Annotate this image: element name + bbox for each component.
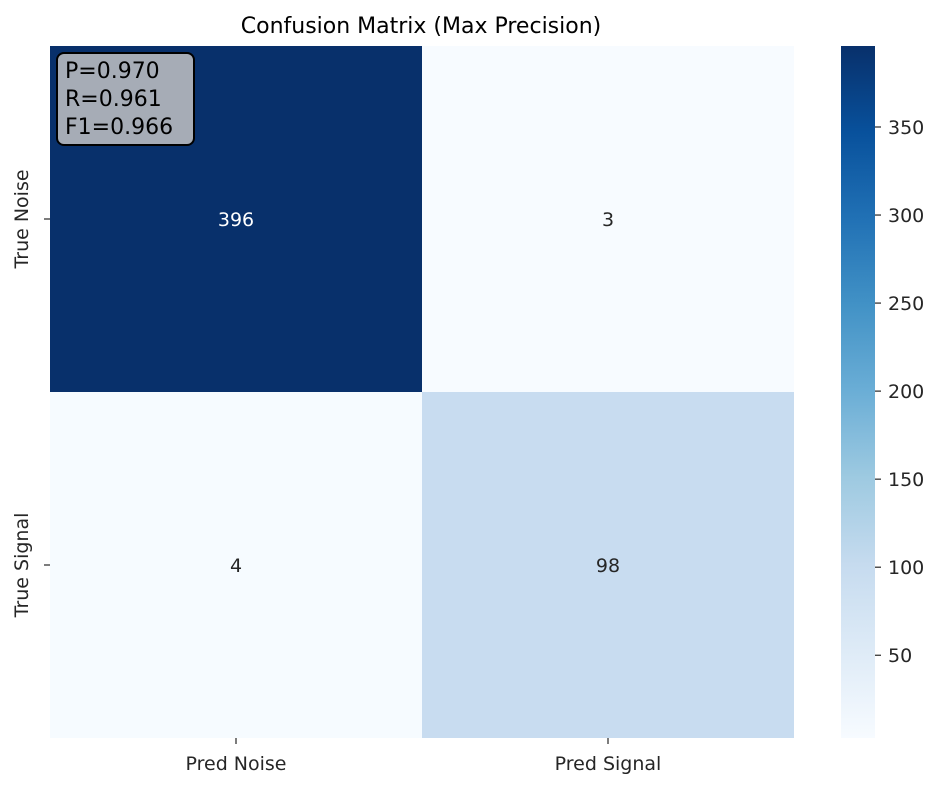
colorbar-ticks: 50 100 150 200 250 300 350 <box>875 117 924 667</box>
cell-value-label: 3 <box>602 209 614 231</box>
colorbar-tick-label: 250 <box>888 293 924 315</box>
x-tick-label: Pred Signal <box>555 753 662 775</box>
y-tick-label: True Signal <box>11 513 33 619</box>
colorbar-tick-label: 150 <box>888 469 924 491</box>
colorbar-tick-label: 200 <box>888 381 924 403</box>
cell-value-label: 396 <box>218 209 254 231</box>
colorbar-tick-label: 100 <box>888 557 924 579</box>
heatmap-cell <box>50 392 422 738</box>
x-tick-label: Pred Noise <box>185 753 286 775</box>
f1-text: F1=0.966 <box>65 115 173 140</box>
y-axis: True Noise True Signal <box>11 169 50 618</box>
colorbar-tick-label: 300 <box>888 205 924 227</box>
recall-text: R=0.961 <box>65 87 162 112</box>
heatmap-cells <box>50 46 794 738</box>
colorbar-tick-label: 350 <box>888 117 924 139</box>
heatmap-cell <box>422 392 794 738</box>
chart-title: Confusion Matrix (Max Precision) <box>241 14 602 39</box>
metrics-annotation: P=0.970 R=0.961 F1=0.966 <box>56 52 195 146</box>
heatmap-cell <box>422 46 794 392</box>
y-tick-label: True Noise <box>11 169 33 269</box>
precision-text: P=0.970 <box>65 59 160 84</box>
x-axis: Pred Noise Pred Signal <box>185 738 661 775</box>
colorbar-tick-label: 50 <box>888 645 912 667</box>
cell-value-label: 4 <box>230 555 242 577</box>
cell-value-label: 98 <box>596 555 620 577</box>
cell-labels: 396 3 4 98 <box>218 209 620 577</box>
metrics-annotation-box <box>56 52 195 146</box>
colorbar <box>841 46 875 738</box>
